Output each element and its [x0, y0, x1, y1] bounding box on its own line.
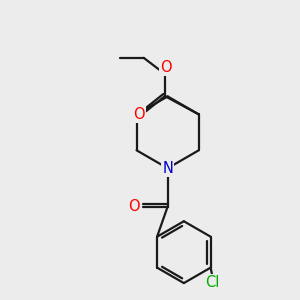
Text: N: N: [162, 161, 173, 176]
Text: O: O: [129, 199, 140, 214]
Text: O: O: [134, 107, 145, 122]
Text: Cl: Cl: [205, 275, 219, 290]
Text: O: O: [160, 60, 172, 75]
